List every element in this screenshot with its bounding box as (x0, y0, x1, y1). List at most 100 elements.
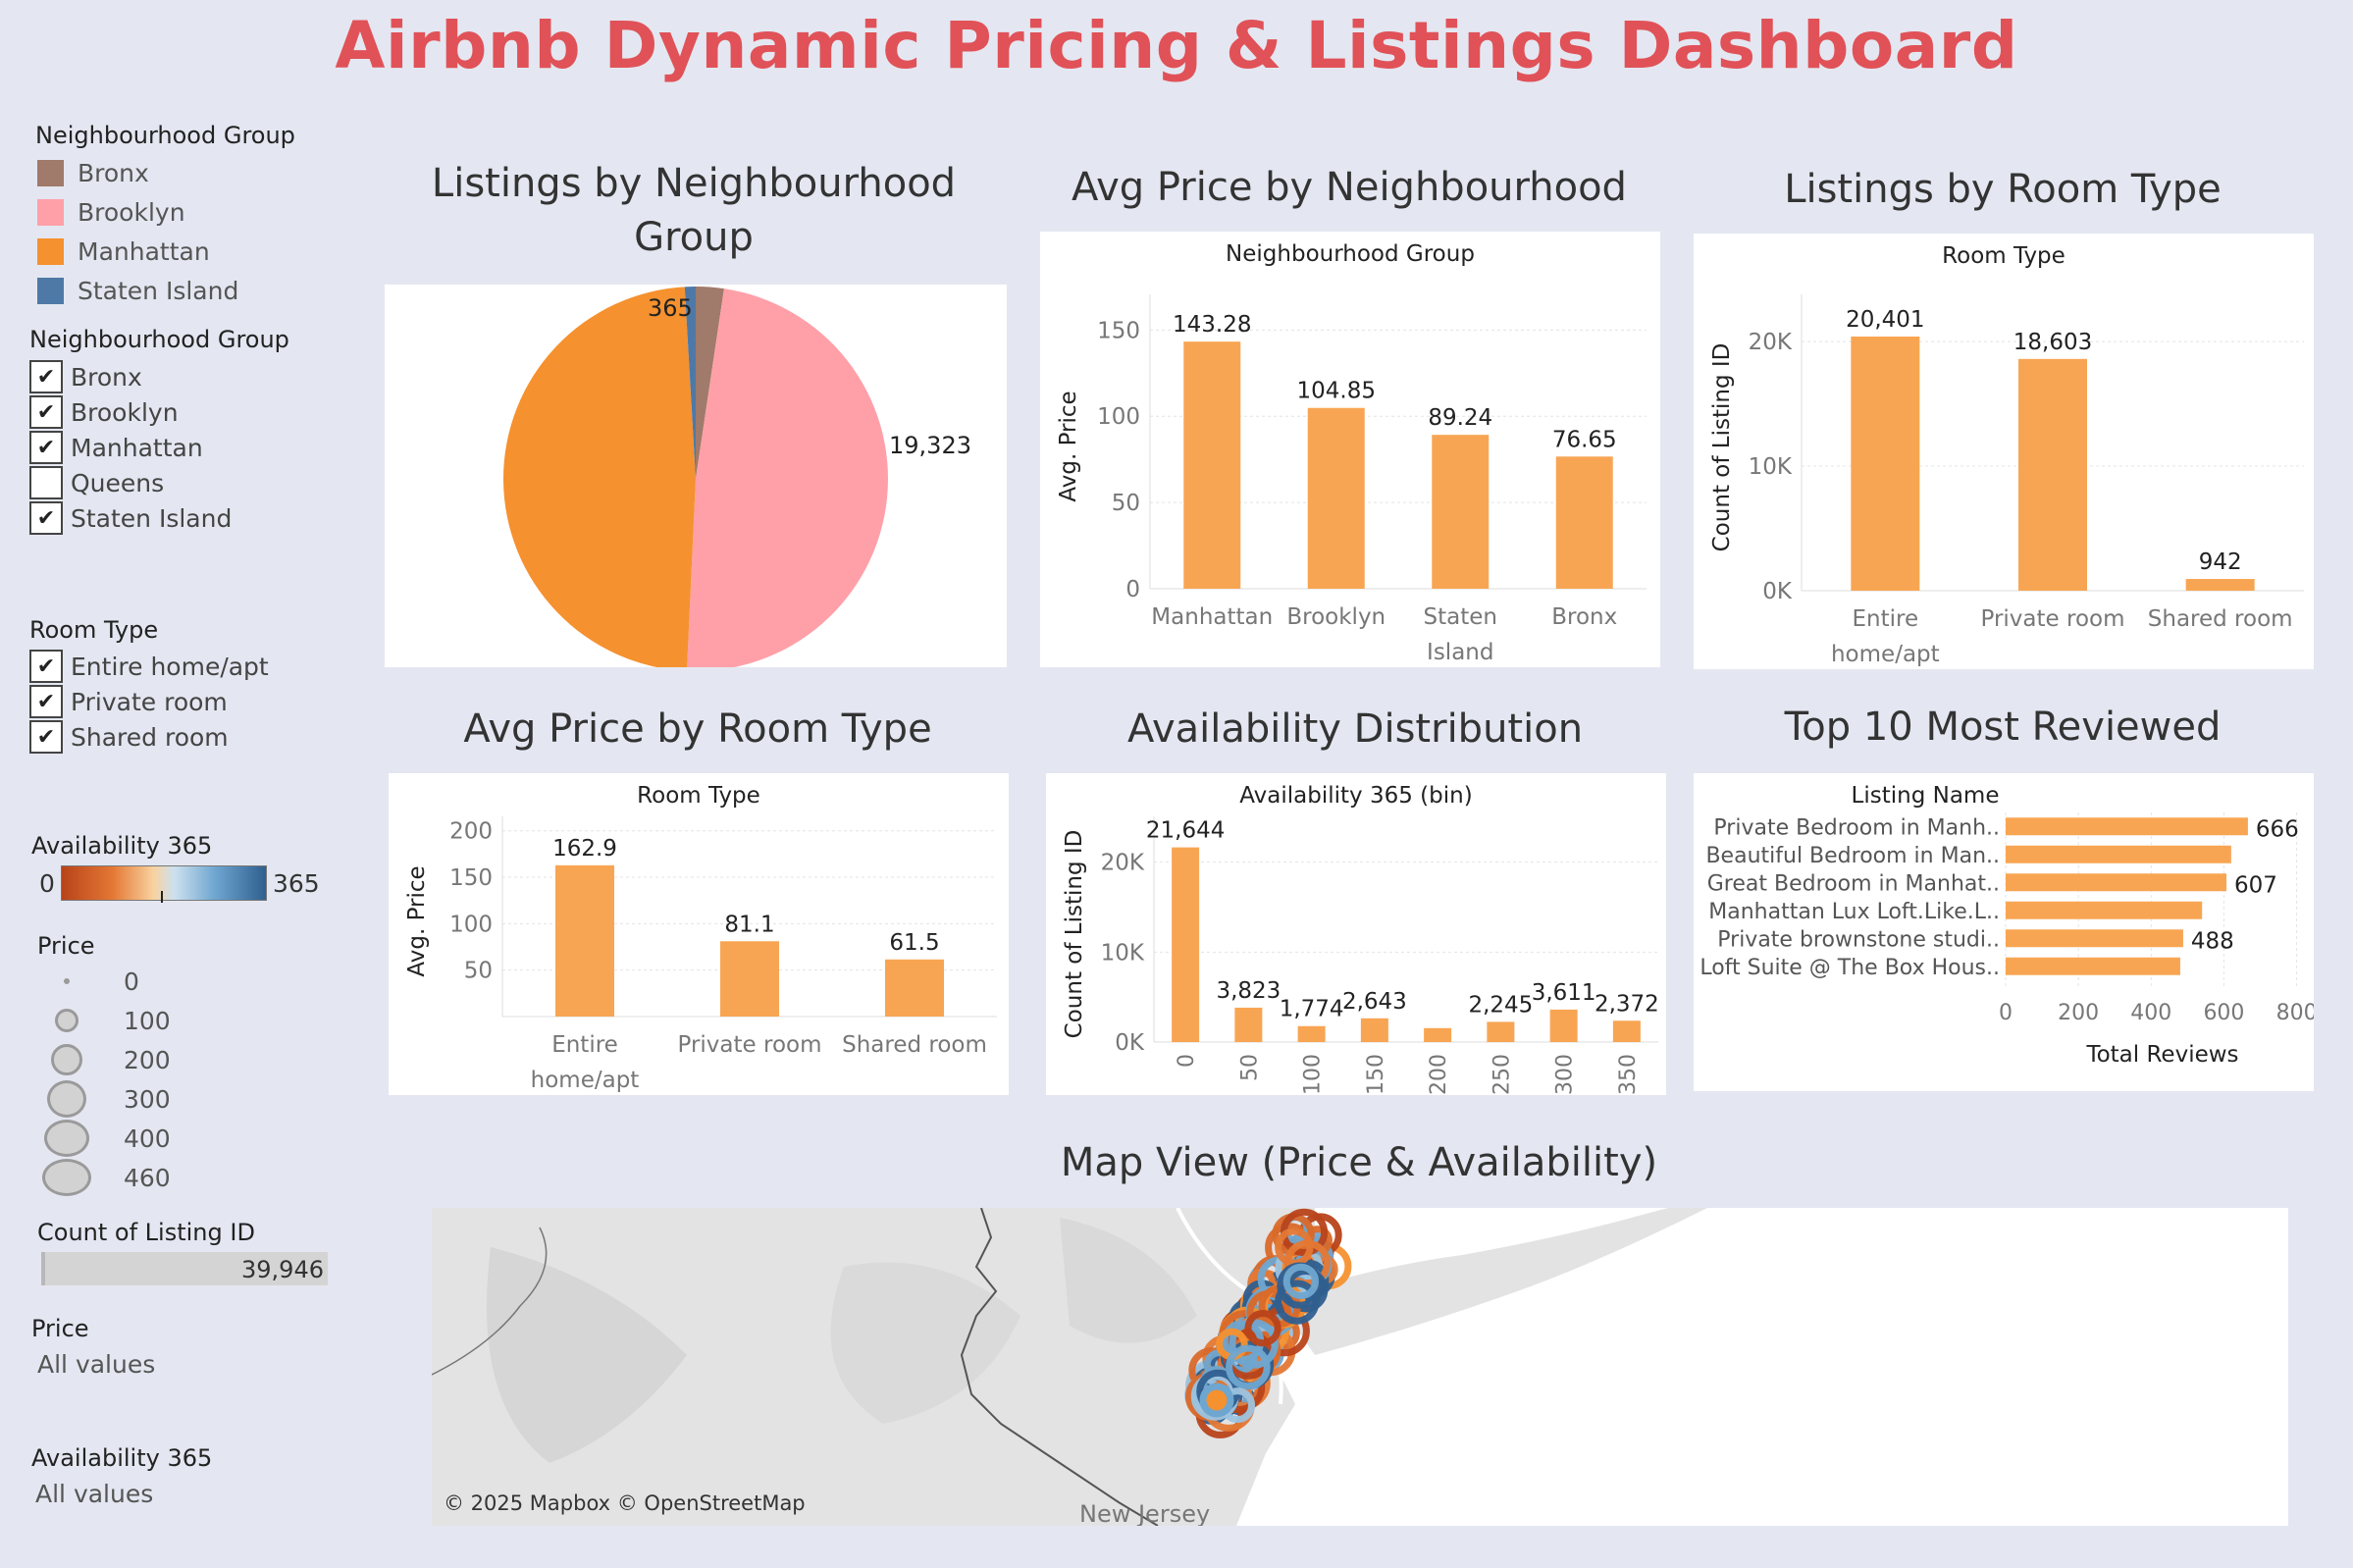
bar-value-label: 89.24 (1428, 405, 1492, 431)
y-tick-label: Beautiful Bedroom in Man.. (1705, 844, 2000, 868)
checkbox-label: Brooklyn (71, 397, 179, 427)
bar-entire-home-apt (1851, 336, 1920, 591)
checkbox-label: Staten Island (71, 503, 233, 533)
bar-manhattan-lux-loft-like-l (2006, 901, 2203, 919)
availability-distribution-chart[interactable]: Availability 365 (bin) 0K 10K 20K Count of L… (1046, 773, 1666, 1095)
x-tick-label: Bronx (1551, 604, 1617, 630)
bar-value-label: 61.5 (889, 930, 939, 956)
availability-filter-title: Availability 365 (31, 1444, 213, 1472)
x-tick-label: Shared room (842, 1032, 987, 1058)
legend-item-brooklyn[interactable]: Brooklyn (37, 196, 185, 228)
bar-staten-island (1432, 435, 1490, 589)
availability-distribution-panel: Availability 365 (bin) 0K 10K 20K Count of L… (1046, 773, 1666, 1095)
rt-option-shared-room[interactable]: ✔ Shared room (29, 720, 229, 754)
price-filter-value[interactable]: All values (37, 1350, 156, 1379)
bar-loft-suite-the-box-hous (2006, 957, 2180, 975)
avg-price-room-type-chart[interactable]: Room Type 50 100 150 200 Avg. Price 162.9 Entir… (389, 773, 1009, 1095)
pie-chart[interactable]: 19,323 365 (385, 285, 1007, 671)
y-tick-label: 10K (1101, 940, 1145, 966)
top-reviewed-panel: Listing Name 0 200 400 600 800 Total Reviews Pr… (1694, 773, 2318, 1091)
y-tick-label: Private Bedroom in Manh.. (1713, 815, 2000, 840)
x-tick-label: 300 (1553, 1054, 1578, 1095)
y-tick-label: 50 (1112, 491, 1140, 516)
dashboard-title: Airbnb Dynamic Pricing & Listings Dashbo… (335, 8, 2018, 83)
ng-filter-title: Neighbourhood Group (29, 326, 289, 353)
map-dot (1282, 1263, 1320, 1300)
x-tick-label: 100 (1301, 1054, 1326, 1095)
checkbox[interactable]: ✔ (29, 395, 63, 429)
ng-option-queens[interactable]: Queens (29, 466, 164, 499)
bar-shared-room (2185, 579, 2255, 591)
legend-swatch (37, 277, 64, 304)
checkbox[interactable]: ✔ (29, 501, 63, 535)
checkbox[interactable]: ✔ (29, 360, 63, 393)
x-tick-label: 200 (1427, 1054, 1451, 1095)
avg-price-neighbourhood-title: Avg Price by Neighbourhood (1072, 165, 1627, 210)
rt-filter-title: Room Type (29, 616, 159, 644)
avg-price-neighbourhood-chart[interactable]: Neighbourhood Group 0 50 100 150 Avg. Price 14… (1040, 232, 1660, 667)
price-size-label: 400 (124, 1124, 171, 1153)
map-state-border (960, 1208, 1159, 1526)
map-attribution: © 2025 Mapbox © OpenStreetMap (444, 1491, 806, 1515)
rt-option-entire-home-apt[interactable]: ✔ Entire home/apt (29, 650, 269, 683)
legend-item-staten-island[interactable]: Staten Island (37, 275, 238, 306)
listings-room-type-chart[interactable]: Room Type 0K 10K 20K Count of Listing ID 20,4… (1694, 234, 2314, 669)
checkbox-label: Shared room (71, 722, 229, 752)
bar-value-label: 18,603 (2013, 330, 2092, 355)
map-canvas[interactable]: © 2025 Mapbox © OpenStreetMap New Jersey (432, 1208, 2288, 1526)
chart-header: Availability 365 (bin) (1239, 783, 1472, 809)
checkbox-label: Private room (71, 687, 228, 716)
avg-price-room-type-title: Avg Price by Room Type (463, 706, 932, 752)
price-size-label: 100 (124, 1006, 171, 1035)
x-tick-label: 400 (2130, 1001, 2171, 1025)
legend-label: Bronx (78, 158, 149, 187)
availability-legend-title: Availability 365 (31, 832, 213, 860)
legend-item-bronx[interactable]: Bronx (37, 157, 149, 188)
map-view[interactable]: © 2025 Mapbox © OpenStreetMap New Jersey (432, 1208, 2288, 1526)
map-listing-dots[interactable] (1184, 1208, 1352, 1438)
x-axis-label: Total Reviews (2085, 1042, 2238, 1068)
ng-option-brooklyn[interactable]: ✔ Brooklyn (29, 395, 179, 429)
y-tick-label: 0K (1115, 1030, 1145, 1056)
x-tick-label: 600 (2203, 1001, 2244, 1025)
bar-shared-room (885, 959, 944, 1017)
x-tick-label: 200 (2058, 1001, 2099, 1025)
pie-chart-panel: 19,323 365 (385, 285, 1007, 671)
price-size-circle (51, 1044, 82, 1075)
price-size-circle (47, 1080, 86, 1118)
availability-filter-value[interactable]: All values (35, 1480, 154, 1508)
bar-manhattan (1183, 341, 1241, 589)
price-size-item: 460 (39, 1158, 171, 1197)
price-size-label: 0 (124, 967, 139, 996)
x-tick-label: 0 (1175, 1054, 1199, 1068)
price-size-item: 0 (39, 962, 139, 1001)
map-region-dark-2 (830, 1262, 1020, 1424)
legend-item-manhattan[interactable]: Manhattan (37, 235, 210, 267)
x-tick-label: Entire (551, 1032, 618, 1058)
checkbox[interactable]: ✔ (29, 650, 63, 683)
rt-option-private-room[interactable]: ✔ Private room (29, 685, 228, 718)
checkbox[interactable]: ✔ (29, 720, 63, 754)
map-dot (1275, 1228, 1314, 1267)
availability-marker (161, 891, 163, 903)
bar-value-label: 488 (2191, 928, 2234, 954)
listings-room-type-title: Listings by Room Type (1784, 167, 2222, 212)
bar-private-room (720, 941, 779, 1017)
avg-price-neighbourhood-panel: Neighbourhood Group 0 50 100 150 Avg. Price 14… (1040, 232, 1660, 667)
y-tick-label: Great Bedroom in Manhat.. (1707, 871, 2000, 896)
ng-option-staten-island[interactable]: ✔ Staten Island (29, 501, 232, 535)
y-tick-label: 20K (1749, 330, 1793, 355)
ng-option-bronx[interactable]: ✔ Bronx (29, 360, 142, 393)
top-reviewed-chart[interactable]: Listing Name 0 200 400 600 800 Total Reviews Pr… (1694, 773, 2317, 1091)
checkbox[interactable]: ✔ (29, 685, 63, 718)
y-axis-label: Avg. Price (404, 865, 430, 976)
checkbox[interactable] (29, 466, 63, 499)
price-size-circle (42, 1159, 91, 1196)
checkbox-label: Manhattan (71, 433, 203, 462)
ng-option-manhattan[interactable]: ✔ Manhattan (29, 431, 203, 464)
checkbox[interactable]: ✔ (29, 431, 63, 464)
bar-value-label: 3,611 (1532, 980, 1596, 1006)
x-tick-label: Shared room (2148, 606, 2293, 632)
bar-private-brownstone-studi (2006, 929, 2183, 948)
y-tick-label: 20K (1101, 851, 1145, 876)
